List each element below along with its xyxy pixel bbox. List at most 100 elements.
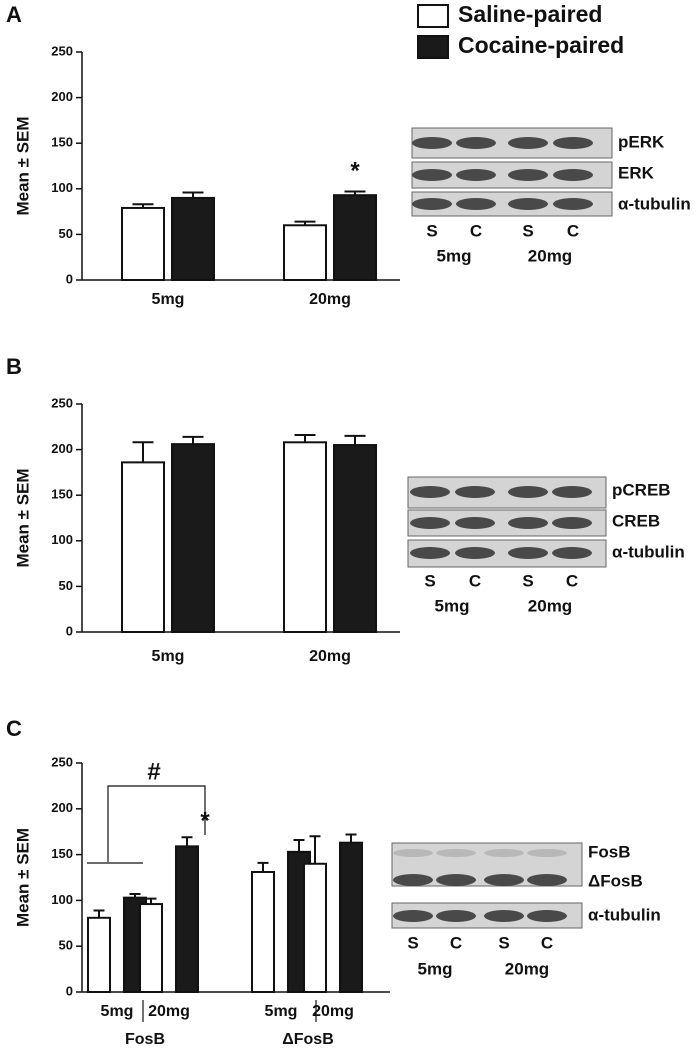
annotation: * — [350, 157, 360, 184]
bar — [339, 841, 363, 994]
error-bar — [145, 897, 157, 905]
blot-label: α-tubulin — [612, 542, 685, 561]
blot-label: pCREB — [612, 480, 671, 499]
blot-band — [553, 169, 593, 181]
lane-label: S — [522, 221, 533, 240]
error-bar — [344, 190, 366, 196]
error-bar — [182, 191, 204, 198]
blot-band — [412, 169, 452, 181]
blot-band — [552, 547, 592, 559]
bar — [303, 862, 327, 994]
x-tick-label: 5mg — [101, 1003, 134, 1020]
y-tick-label: 200 — [51, 89, 73, 104]
blot-band — [410, 547, 450, 559]
error-bar — [344, 434, 366, 446]
group-label: FosB — [125, 1031, 165, 1048]
error-bar — [294, 434, 316, 443]
blot-band — [436, 910, 476, 922]
blot-band — [436, 874, 476, 886]
lane-label: S — [424, 571, 435, 590]
error-bar — [129, 892, 141, 898]
y-axis-label: Mean ± SEM — [13, 468, 32, 567]
error-bar — [182, 435, 204, 445]
y-tick-label: 100 — [51, 892, 73, 907]
panel-label: C — [6, 716, 22, 741]
blot-band — [410, 486, 450, 498]
x-tick-label: 20mg — [312, 1003, 354, 1020]
bar — [283, 441, 327, 633]
dose-label: 5mg — [437, 246, 472, 265]
error-bar — [294, 220, 316, 226]
lane-label: C — [450, 933, 462, 952]
blot-label: CREB — [612, 511, 660, 530]
error-bar — [132, 203, 154, 208]
y-tick-label: 200 — [51, 441, 73, 456]
bar — [333, 444, 377, 634]
panel-label: A — [6, 2, 22, 27]
bar — [121, 206, 165, 281]
lane-label: S — [522, 571, 533, 590]
x-tick-label: 5mg — [152, 648, 185, 665]
y-tick-label: 250 — [51, 754, 73, 769]
blot-band — [553, 137, 593, 149]
bar — [139, 903, 163, 994]
dose-label: 5mg — [418, 959, 453, 978]
bar — [171, 196, 215, 281]
blot-label: α-tubulin — [588, 905, 661, 924]
blot-band — [455, 547, 495, 559]
bar — [171, 443, 215, 633]
y-tick-label: 0 — [66, 983, 73, 998]
blot-label: ΔFosB — [588, 871, 643, 890]
lane-label: C — [541, 933, 553, 952]
y-tick-label: 50 — [59, 938, 73, 953]
x-tick-label: 20mg — [148, 1003, 190, 1020]
error-bar — [345, 833, 357, 843]
blot-band — [527, 849, 567, 857]
dose-label: 20mg — [505, 959, 549, 978]
blot-band — [552, 517, 592, 529]
lane-label: S — [407, 933, 418, 952]
blot-band — [456, 169, 496, 181]
blot-band — [393, 874, 433, 886]
lane-label: C — [566, 571, 578, 590]
lane-label: S — [426, 221, 437, 240]
error-bar — [93, 909, 105, 918]
blot-band — [553, 198, 593, 210]
blot-band — [508, 547, 548, 559]
dose-label: 20mg — [528, 596, 572, 615]
blot-band — [393, 910, 433, 922]
blot-band — [455, 517, 495, 529]
blot-band — [552, 486, 592, 498]
blot-band — [484, 910, 524, 922]
y-tick-label: 150 — [51, 846, 73, 861]
y-tick-label: 250 — [51, 395, 73, 410]
y-tick-label: 150 — [51, 487, 73, 502]
x-tick-label: 5mg — [152, 291, 185, 308]
blot-band — [410, 517, 450, 529]
legend-label: Cocaine-paired — [458, 32, 624, 58]
y-tick-label: 50 — [59, 226, 73, 241]
blot-band — [527, 910, 567, 922]
blot-band — [436, 849, 476, 857]
bar — [175, 845, 199, 994]
blot-band — [508, 198, 548, 210]
lane-label: C — [567, 221, 579, 240]
bar — [87, 916, 111, 994]
bracket — [107, 785, 206, 862]
error-bar — [132, 441, 154, 463]
blot-band — [455, 486, 495, 498]
blot-label: FosB — [588, 842, 631, 861]
error-bar — [181, 836, 193, 847]
bar — [121, 461, 165, 634]
blot-label: α-tubulin — [618, 194, 691, 213]
lane-label: C — [470, 221, 482, 240]
blot-band — [508, 137, 548, 149]
bar — [333, 194, 377, 282]
y-tick-label: 100 — [51, 180, 73, 195]
bar — [251, 871, 275, 994]
blot-band — [508, 517, 548, 529]
y-tick-label: 50 — [59, 578, 73, 593]
blot-band — [508, 169, 548, 181]
y-tick-label: 250 — [51, 43, 73, 58]
